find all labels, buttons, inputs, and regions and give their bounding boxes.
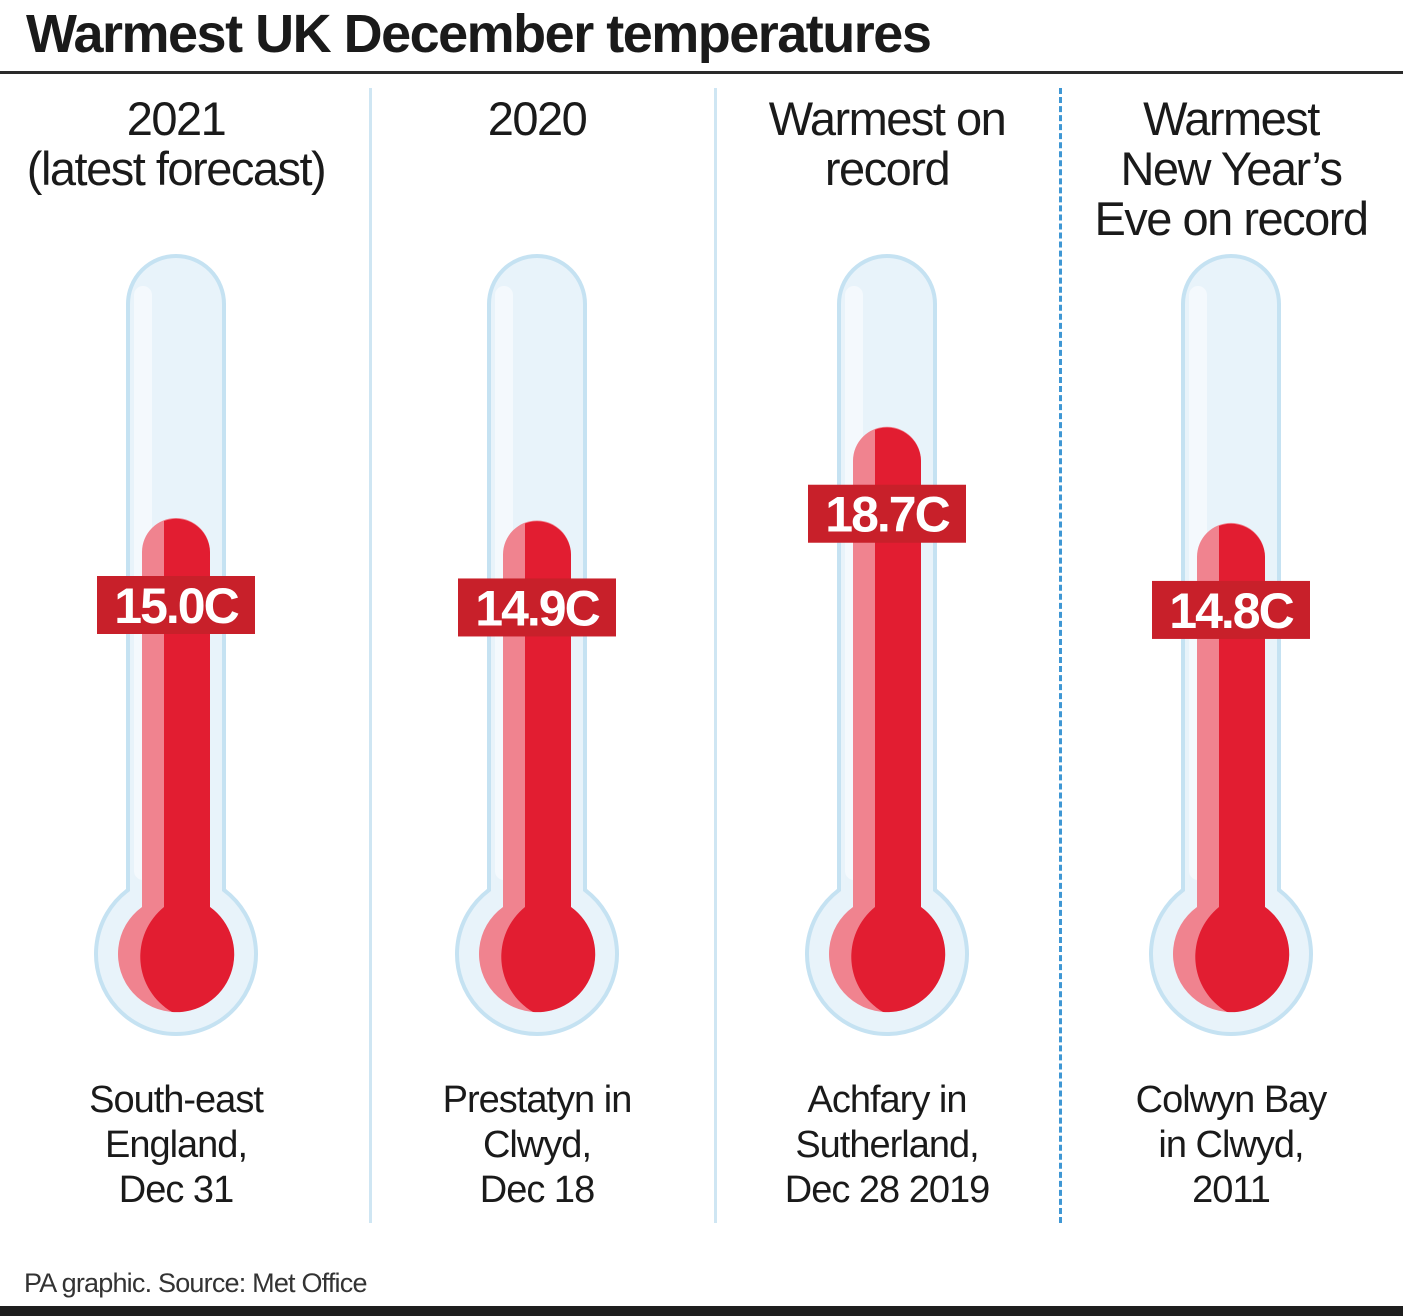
value-label-box [97, 576, 255, 634]
mercury-column [501, 521, 596, 1013]
location-label: South-east England, Dec 31 [89, 1079, 264, 1211]
location-label: Colwyn Bay in Clwyd, 2011 [1135, 1079, 1328, 1211]
thermometer-column: 2021 (latest forecast) 15.0C South-east … [6, 88, 346, 1223]
column-heading: 2021 (latest forecast) [26, 92, 327, 195]
column-divider [369, 88, 372, 1223]
thermometer-column: Warmest on record 18.7C Achfary in Suthe… [717, 88, 1057, 1223]
source-credit: PA graphic. Source: Met Office [24, 1268, 367, 1298]
value-label: 14.9C [475, 580, 599, 636]
mercury-column [1195, 523, 1290, 1013]
title-rule [0, 71, 1403, 74]
location-label: Achfary in Sutherland, Dec 28 2019 [784, 1079, 991, 1211]
column-heading: Warmest on record [768, 92, 1007, 195]
thermometer-graphic: 18.7C [805, 254, 969, 1036]
column-divider [714, 88, 717, 1223]
column-divider-dashed [1059, 88, 1062, 1223]
thermometer-column: 2020 14.9C Prestatyn in Clwyd, Dec 18 [367, 88, 707, 1223]
value-label: 14.8C [1169, 583, 1293, 639]
value-label-box [808, 484, 966, 543]
value-label-box [1152, 580, 1310, 639]
thermometer-column: Warmest New Year’s Eve on record 14.8C C… [1061, 88, 1401, 1223]
bottom-rule [0, 1306, 1403, 1316]
chart-title: Warmest UK December temperatures [26, 4, 932, 64]
thermometer-graphic: 14.9C [455, 254, 619, 1036]
location-label: Prestatyn in Clwyd, Dec 18 [442, 1079, 633, 1211]
thermometer-graphic: 14.8C [1149, 254, 1313, 1036]
value-label-box [458, 578, 616, 637]
value-label: 18.7C [825, 487, 949, 543]
column-heading: Warmest New Year’s Eve on record [1094, 92, 1369, 245]
thermometer-graphic: 15.0C [94, 254, 258, 1036]
value-label: 15.0C [114, 578, 238, 634]
column-heading: 2020 [487, 92, 588, 145]
mercury-column [140, 518, 235, 1013]
mercury-column [851, 427, 946, 1013]
